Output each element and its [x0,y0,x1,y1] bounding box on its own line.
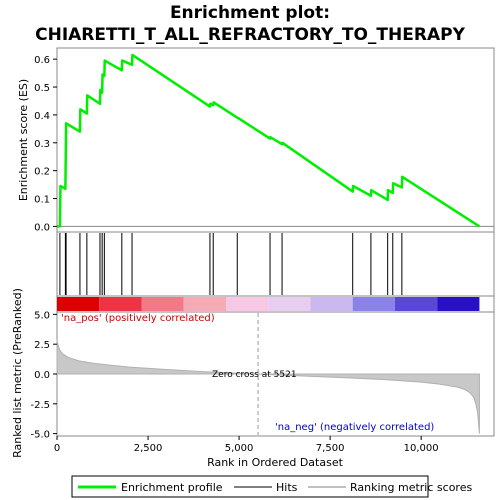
x-tick-label: 7,500 [316,443,345,454]
legend-label-metric: Ranking metric scores [350,481,472,494]
x-tick-label: 2,500 [134,443,163,454]
neg-correlated-label: 'na_neg' (negatively correlated) [275,422,434,433]
x-tick-label: 0 [54,443,60,454]
metric-tick-label: -2.5 [30,400,50,411]
heat-bar-segment [394,297,438,311]
heat-bar-segment [352,297,395,311]
es-tick-label: 0.5 [34,83,50,94]
hits-group [59,233,403,295]
enrichment-profile-line [57,53,481,228]
x-axis-label: Rank in Ordered Dataset [207,456,344,469]
enrichment-profile-group [57,53,481,228]
metric-tick-label: 0.0 [34,370,50,381]
legend-label-hits: Hits [276,481,298,494]
metric-y-axis-ticks: 5.0 2.5 0.0 -2.5 -5.0 [30,310,57,441]
metric-tick-label: 2.5 [34,340,50,351]
x-axis-ticks: 0 2,500 5,000 7,500 10,000 [54,436,439,454]
es-tick-label: 0.6 [34,55,50,66]
chart-title-line1: Enrichment plot: [170,3,330,23]
metric-curve-group [56,313,480,435]
es-tick-label: 0.2 [34,167,50,178]
heat-bar-segment [141,297,184,311]
legend-label-enrichment: Enrichment profile [121,481,223,494]
x-tick-label: 5,000 [225,443,254,454]
es-y-axis-ticks: 0.0 0.1 0.2 0.3 0.4 0.5 0.6 [34,55,57,233]
heat-bar-group [57,297,480,311]
heat-bar-segment [225,297,269,311]
heat-bar-segment [268,297,311,311]
hits-panel-frame [56,231,495,297]
heat-bar-segment [99,297,142,311]
legend: Enrichment profile Hits Ranking metric s… [71,475,472,498]
x-tick-label: 10,000 [404,443,439,454]
zero-cross-label: Zero cross at 5521 [212,370,297,380]
chart-title-line2: CHIARETTI_T_ALL_REFRACTORY_TO_THERAPY [35,25,465,45]
metric-tick-label: -5.0 [30,430,50,441]
es-tick-label: 0.1 [34,195,50,206]
metric-tick-label: 5.0 [34,310,50,321]
es-tick-label: 0.0 [34,222,50,233]
heat-bar-segment [183,297,226,311]
es-y-axis-label: Enrichment score (ES) [17,79,30,201]
metric-y-axis-label: Ranked list metric (PreRanked) [11,288,24,458]
es-tick-label: 0.3 [34,139,50,150]
ranking-metric-area [56,339,480,434]
pos-correlated-label: 'na_pos' (positively correlated) [61,313,215,324]
heat-bar-segment [437,297,480,311]
es-tick-label: 0.4 [34,111,50,122]
heat-bar-segment [310,297,353,311]
heat-bar-segment [57,297,100,311]
